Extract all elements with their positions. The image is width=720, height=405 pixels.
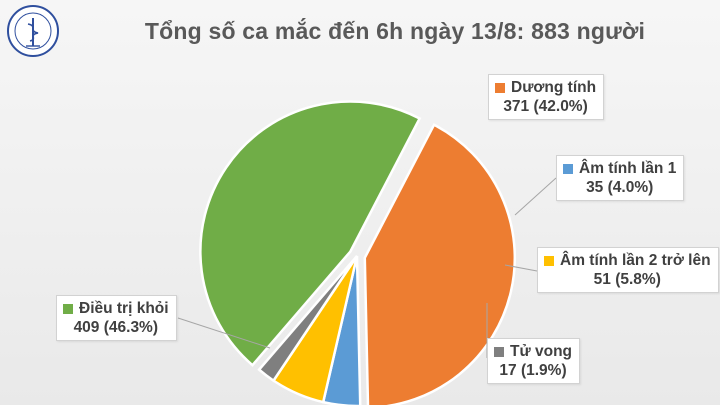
slice-value: 409 (46.3%): [73, 319, 159, 336]
slice-name: Âm tính lần 2 trở lên: [560, 252, 711, 269]
slice-name: Tử vong: [510, 343, 573, 360]
slice-value: 17 (1.9%): [499, 362, 567, 379]
pie-slice-0: [363, 123, 517, 405]
chart-title: Tổng số ca mắc đến 6h ngày 13/8: 883 ngư…: [144, 18, 646, 44]
slice-label-3: Tử vong 17 (1.9%): [487, 338, 581, 384]
pie-slice-3: [257, 255, 359, 383]
slice-label-4: Điều trị khỏi 409 (46.3%): [56, 295, 177, 341]
legend-swatch: [563, 163, 573, 174]
slice-name: Âm tính lần 1: [579, 160, 677, 177]
leader-line-2: [504, 264, 538, 272]
slice-name: Điều trị khỏi: [79, 300, 169, 317]
legend-swatch: [494, 346, 504, 357]
leader-line-4: [177, 317, 271, 349]
ministry-of-health-logo: [7, 5, 59, 57]
legend-swatch: [544, 255, 554, 266]
legend-swatch: [63, 303, 73, 314]
slice-value: 371 (42.0%): [503, 98, 588, 115]
slice-name: Dương tính: [511, 79, 597, 96]
pie-slice-4: [199, 100, 422, 367]
slice-value: 51 (5.8%): [593, 271, 661, 288]
slice-name-row: Dương tính: [495, 78, 596, 97]
slice-label-0: Dương tính 371 (42.0%): [488, 74, 605, 120]
leader-line-1: [514, 177, 557, 216]
slice-name-row: Điều trị khỏi: [63, 299, 169, 318]
slice-value: 35 (4.0%): [586, 179, 654, 196]
slice-label-1: Âm tính lần 1 35 (4.0%): [556, 155, 685, 201]
slice-name-row: Âm tính lần 2 trở lên: [544, 251, 711, 270]
legend-swatch: [495, 82, 505, 93]
slice-name-row: Tử vong: [494, 342, 572, 361]
slice-name-row: Âm tính lần 1: [563, 159, 676, 178]
slice-label-2: Âm tính lần 2 trở lên 51 (5.8%): [537, 247, 719, 293]
